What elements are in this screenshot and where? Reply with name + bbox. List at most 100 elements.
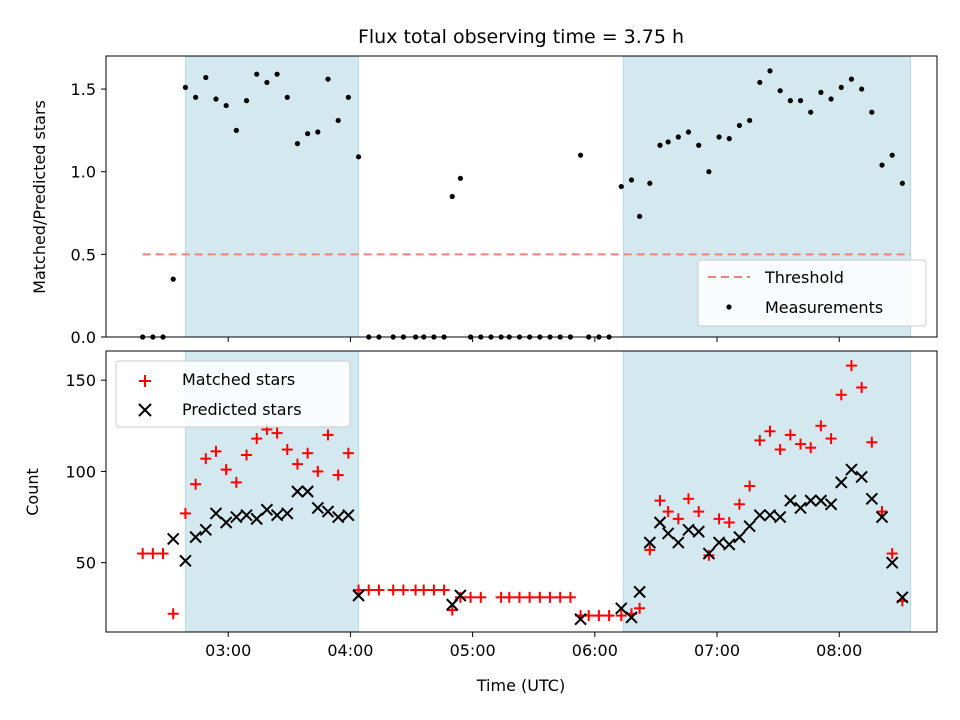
matched-stars-point — [312, 465, 324, 477]
matched-stars-point — [428, 584, 440, 596]
predicted-stars-point — [824, 498, 838, 511]
measurement-point — [618, 183, 624, 190]
measurement-point — [757, 79, 763, 86]
predicted-stars-point — [633, 585, 646, 599]
measurement-point — [838, 84, 844, 91]
measurement-point — [325, 76, 331, 82]
measurement-point — [879, 162, 885, 168]
measurement-point — [736, 122, 743, 129]
predicted-stars-point — [875, 510, 889, 524]
matched-stars-point — [387, 584, 399, 596]
measurement-point — [889, 152, 895, 158]
measurement-point — [647, 180, 653, 186]
matched-stars-point — [332, 469, 344, 481]
predicted-stars-point — [209, 507, 223, 520]
x-tick-label: 03:00 — [205, 641, 251, 660]
predicted-stars-point — [865, 492, 879, 506]
predicted-stars-point — [773, 510, 787, 524]
matched-stars-point — [593, 610, 605, 622]
matched-stars-point — [281, 444, 293, 456]
predicted-stars-point — [753, 509, 767, 522]
predicted-stars-point — [342, 509, 355, 522]
predicted-stars-point — [743, 519, 756, 533]
matched-stars-point — [744, 480, 756, 492]
matched-stars-point — [210, 445, 222, 457]
bottom-panel-frame — [105, 350, 938, 633]
matched-stars-point — [544, 591, 556, 603]
y-tick-label: 0.5 — [71, 245, 96, 264]
measurement-point — [685, 129, 692, 135]
measurement-point — [345, 94, 351, 100]
measurement-point — [264, 79, 270, 86]
predicted-stars-point — [311, 501, 325, 515]
bottom-panel-y-axis-label: Count — [23, 468, 42, 516]
measurement-point — [767, 68, 773, 74]
measurement-point — [233, 127, 239, 133]
measurement-point — [797, 98, 804, 104]
matched-stars-point — [291, 458, 303, 470]
top-panel-legend: Threshold Measurements — [697, 259, 927, 327]
measurement-point — [747, 117, 753, 124]
measurement-point — [274, 71, 280, 77]
measurement-point — [808, 109, 814, 115]
matched-stars-point — [179, 507, 191, 519]
y-tick-label: 100 — [65, 462, 96, 481]
measurement-point — [859, 86, 865, 92]
predicted-stars-point — [653, 516, 667, 529]
matched-stars-point — [693, 506, 705, 518]
matched-stars-legend-swatch — [139, 375, 151, 387]
predicted-stars-point — [794, 501, 807, 515]
predicted-stars-point — [250, 512, 263, 526]
matched-stars-point — [230, 476, 242, 488]
predicted-stars-point — [804, 494, 817, 507]
measurement-point — [170, 276, 176, 282]
matched-stars-point — [373, 584, 385, 596]
predicted-stars-point — [352, 589, 365, 602]
matched-stars-point — [190, 478, 202, 490]
matched-stars-point — [654, 495, 666, 507]
matched-stars-point — [825, 433, 837, 445]
measurement-point — [213, 96, 219, 102]
measurement-point — [716, 134, 722, 140]
predicted-stars-point — [301, 485, 314, 498]
matched-stars-point — [200, 453, 212, 465]
predicted-stars-point — [270, 509, 284, 522]
measurement-point — [305, 131, 311, 137]
measurement-point — [869, 109, 875, 115]
predicted-stars-point — [331, 510, 345, 524]
matched-stars-point — [418, 584, 430, 596]
predicted-stars-point — [240, 509, 253, 522]
measurements-legend-swatch — [726, 304, 732, 310]
threshold-legend-label: Threshold — [764, 268, 844, 287]
matched-stars-point — [733, 498, 745, 510]
matched-stars-legend-label: Matched stars — [182, 370, 295, 389]
matched-stars-point — [353, 584, 365, 596]
x-axis-label: Time (UTC) — [476, 676, 565, 695]
x-tick-label: 04:00 — [327, 641, 373, 660]
measurements-legend-label: Measurements — [765, 298, 883, 317]
matched-stars-point — [241, 449, 253, 461]
matched-stars-point — [564, 591, 576, 603]
matched-stars-point — [713, 513, 725, 525]
x-tick-label: 08:00 — [816, 641, 862, 660]
matched-stars-point — [137, 548, 149, 560]
y-tick-label: 50 — [76, 554, 96, 573]
y-tick-label: 1.5 — [71, 80, 96, 99]
measurement-point — [203, 74, 209, 81]
matched-stars-point — [524, 591, 536, 603]
matched-stars-point — [662, 506, 674, 518]
predicted-stars-point — [763, 509, 777, 522]
matched-stars-point — [845, 360, 857, 372]
predicted-stars-point — [692, 525, 705, 538]
top-panel-frame — [105, 55, 938, 338]
measurement-point — [696, 142, 702, 148]
matched-stars-point — [683, 493, 695, 505]
matched-stars-point — [835, 389, 847, 401]
predicted-stars-point — [712, 536, 726, 549]
predicted-stars-point — [682, 523, 695, 537]
predicted-stars-point — [885, 556, 899, 569]
matched-stars-point — [322, 429, 334, 441]
x-tick-label: 07:00 — [694, 641, 740, 660]
